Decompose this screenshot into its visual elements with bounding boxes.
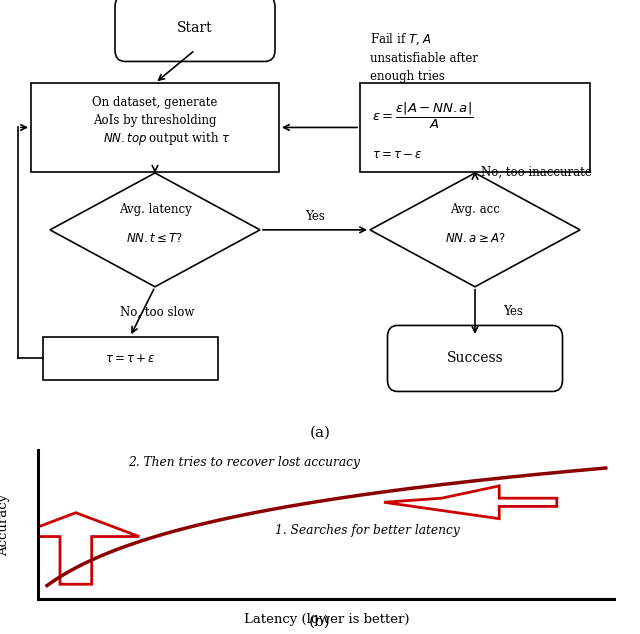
Text: $NN.a \geq A?$: $NN.a \geq A?$: [445, 233, 506, 245]
Bar: [360, 83, 590, 172]
Text: (b): (b): [309, 614, 331, 628]
Text: Avg. acc: Avg. acc: [450, 203, 500, 216]
Text: Yes: Yes: [305, 210, 325, 223]
Text: No, too slow: No, too slow: [120, 306, 194, 318]
Text: 1. Searches for better latency: 1. Searches for better latency: [275, 524, 460, 537]
Text: Start: Start: [177, 22, 213, 36]
Text: AoIs by thresholding: AoIs by thresholding: [93, 114, 217, 127]
Text: On dataset, generate: On dataset, generate: [92, 96, 218, 109]
Text: (a): (a): [310, 425, 330, 439]
Text: Accuracy: Accuracy: [0, 494, 10, 555]
Bar: [42, 337, 218, 380]
Text: Avg. latency: Avg. latency: [118, 203, 191, 216]
Text: $\epsilon = \dfrac{\epsilon|A - NN.a|}{A}$: $\epsilon = \dfrac{\epsilon|A - NN.a|}{A…: [372, 101, 474, 131]
Text: $NN.t \leq T?$: $NN.t \leq T?$: [127, 233, 184, 245]
Text: Success: Success: [447, 351, 504, 365]
Text: $\tau = \tau + \epsilon$: $\tau = \tau + \epsilon$: [104, 352, 156, 365]
Text: output with $\tau$: output with $\tau$: [145, 131, 230, 147]
Polygon shape: [12, 513, 140, 585]
Text: Latency (lower is better): Latency (lower is better): [244, 614, 409, 626]
Text: $NN.top$: $NN.top$: [103, 131, 147, 147]
Text: Yes: Yes: [503, 306, 523, 318]
Polygon shape: [384, 486, 557, 519]
Text: Fail if $T$, $A$
unsatisfiable after
enough tries: Fail if $T$, $A$ unsatisfiable after eno…: [370, 32, 478, 83]
FancyBboxPatch shape: [387, 325, 563, 391]
Polygon shape: [50, 173, 260, 287]
Text: 2. Then tries to recover lost accuracy: 2. Then tries to recover lost accuracy: [128, 456, 360, 469]
Text: $\tau = \tau - \epsilon$: $\tau = \tau - \epsilon$: [372, 148, 423, 161]
Text: No, too inaccurate: No, too inaccurate: [481, 166, 592, 179]
Polygon shape: [370, 173, 580, 287]
Bar: [31, 83, 279, 172]
FancyBboxPatch shape: [115, 0, 275, 61]
